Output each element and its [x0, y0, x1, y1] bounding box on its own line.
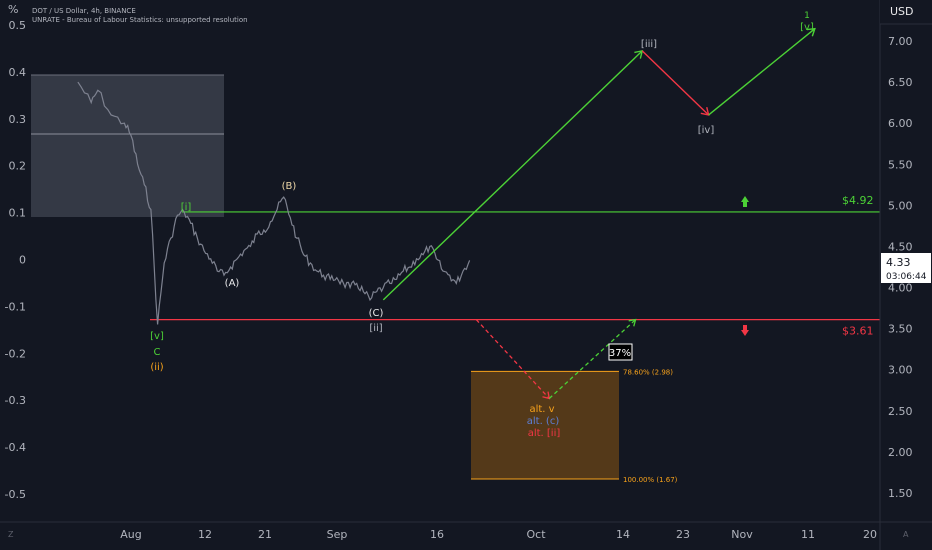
x-axis-tick-label: Aug	[120, 528, 141, 541]
right-axis-tick-label: 2.50	[888, 405, 913, 418]
left-axis-tick-label: -0.2	[5, 347, 26, 360]
left-axis-tick-label: -0.4	[5, 441, 26, 454]
percent-box-label: 37%	[609, 348, 631, 359]
price-series-line	[77, 81, 471, 325]
alt-projection-segment-2	[548, 319, 637, 399]
right-axis-tick-label: 3.50	[888, 323, 913, 336]
highlight-range-box	[31, 75, 224, 217]
right-axis: 7.00 6.50 6.00 5.50 5.00 4.50 4.00 3.50 3.00 2.50…	[888, 35, 913, 500]
x-axis-tick-label: 14	[616, 528, 630, 541]
wave-label-i: [i]	[181, 202, 192, 213]
wave-label-ii: [ii]	[369, 323, 382, 334]
x-axis-tick-label: Oct	[526, 528, 546, 541]
wave-label-ii-orange: (ii)	[150, 362, 163, 373]
right-axis-tick-label: 1.50	[888, 487, 913, 500]
left-axis-tick-label: 0.4	[9, 66, 27, 79]
wave-label-v-top: [v]	[800, 22, 814, 33]
right-axis-tick-label: 6.00	[888, 117, 913, 130]
wave-label-v-low: [v]	[150, 331, 164, 342]
wave-label-v-top-super: 1	[804, 11, 810, 21]
left-axis-tick-label: -0.5	[5, 488, 26, 501]
right-axis-tick-label: 2.00	[888, 446, 913, 459]
fib-upper-label: 78.60% (2.98)	[623, 368, 673, 376]
auto-scale-icon[interactable]: A	[903, 530, 909, 539]
fib-box	[471, 371, 619, 480]
x-axis-tick-label: 21	[258, 528, 272, 541]
alt-projection-arrowhead-2	[628, 318, 637, 327]
price-badge-box	[881, 253, 931, 283]
fib-lower-label: 100.00% (1.67)	[623, 476, 678, 484]
projection-segment-3	[708, 28, 816, 116]
x-axis-tick-label: Sep	[327, 528, 348, 541]
x-axis-tick-label: 12	[198, 528, 212, 541]
left-axis-tick-label: 0.3	[9, 113, 27, 126]
projection-arrowhead-3	[806, 27, 816, 37]
wave-labels: [i] [ii] [iii] [iv] [v] 1 [v] C (ii) (A)…	[150, 11, 814, 439]
x-axis-tick-label: 20	[863, 528, 877, 541]
x-axis-tick-label: Nov	[731, 528, 753, 541]
projection-main	[382, 27, 816, 301]
right-axis-tick-label: 4.50	[888, 240, 913, 253]
wave-label-b: (B)	[282, 181, 297, 192]
alt-label-c: alt. (c)	[527, 416, 560, 427]
wave-label-a: (A)	[225, 278, 240, 289]
x-axis-tick-label: 16	[430, 528, 444, 541]
alt-projection-segment-1	[475, 319, 550, 399]
wave-label-c: (C)	[369, 308, 384, 319]
left-axis-unit: %	[8, 3, 18, 16]
projection-segment-1	[382, 50, 643, 301]
wave-label-c-low: C	[154, 347, 161, 358]
left-axis-tick-label: 0.5	[9, 19, 27, 32]
resistance-label: $4.92	[842, 194, 874, 207]
up-arrow-icon	[741, 196, 749, 207]
x-axis-tick-label: 23	[676, 528, 690, 541]
x-axis: Aug 12 21 Sep 16 Oct 14 23 Nov 11 20	[120, 528, 877, 541]
price-badge-value: 4.33	[886, 256, 911, 269]
fib-retracement-zone: 78.60% (2.98) 100.00% (1.67)	[471, 368, 678, 484]
left-axis-tick-label: -0.1	[5, 300, 26, 313]
right-axis-tick-label: 3.00	[888, 364, 913, 377]
projection-segment-2	[641, 50, 710, 116]
left-axis-tick-label: 0.2	[9, 160, 27, 173]
wave-label-iv: [iv]	[698, 125, 715, 136]
right-axis-tick-label: 5.00	[888, 199, 913, 212]
usd-box[interactable]	[880, 0, 932, 24]
right-axis-tick-label: 7.00	[888, 35, 913, 48]
x-axis-tick-label: 11	[801, 528, 815, 541]
projection-alternate	[475, 318, 637, 400]
right-axis-tick-label: 4.00	[888, 282, 913, 295]
down-arrow-icon	[741, 325, 749, 336]
timezone-icon[interactable]: Z	[8, 530, 14, 539]
wave-label-iii: [iii]	[641, 39, 657, 50]
left-axis-tick-label: 0.1	[9, 207, 27, 220]
left-axis: 0.5 0.4 0.3 0.2 0.1 0 -0.1 -0.2 -0.3 -0.4 -0.5	[5, 19, 26, 501]
right-axis-tick-label: 5.50	[888, 158, 913, 171]
right-axis-unit: USD	[890, 5, 914, 18]
symbol-title: DOT / US Dollar, 4h, BINANCE	[32, 7, 136, 15]
support-label: $3.61	[842, 325, 874, 338]
left-axis-tick-label: -0.3	[5, 394, 26, 407]
indicator-title: UNRATE - Bureau of Labour Statistics: un…	[32, 16, 248, 24]
percent-box	[608, 343, 633, 361]
alt-label-ii: alt. [ii]	[528, 428, 561, 439]
alt-label-v: alt. v	[529, 404, 554, 415]
price-badge-countdown: 03:06:44	[886, 272, 927, 282]
right-axis-tick-label: 6.50	[888, 76, 913, 89]
left-axis-tick-label: 0	[19, 254, 26, 267]
price-badge: 4.33 03:06:44	[881, 253, 931, 283]
